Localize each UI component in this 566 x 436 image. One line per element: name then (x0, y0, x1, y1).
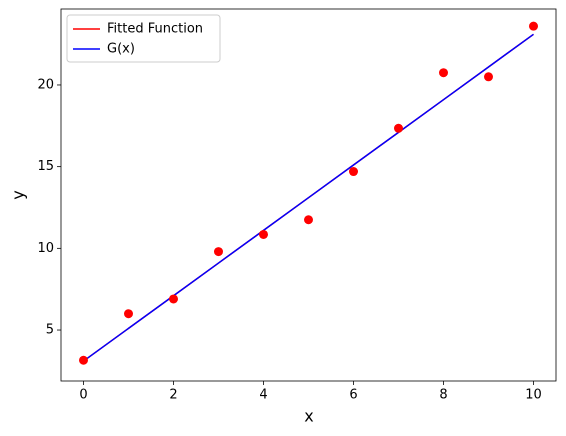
data-point (484, 72, 493, 82)
data-point (79, 355, 88, 365)
x-tick-label: 2 (169, 388, 177, 403)
data-point (439, 68, 448, 78)
data-point (529, 21, 538, 31)
legend-box (66, 14, 221, 63)
data-point (259, 229, 268, 239)
x-tick-label: 10 (525, 388, 542, 403)
y-axis-label: y (9, 190, 28, 199)
x-tick-label: 4 (259, 388, 267, 403)
y-tick-label: 10 (37, 241, 54, 256)
data-point (394, 123, 403, 133)
data-point (349, 167, 358, 177)
data-point (124, 309, 133, 319)
y-tick-label: 5 (46, 323, 54, 338)
x-tick-label: 8 (439, 388, 447, 403)
data-point (169, 294, 178, 304)
data-point (214, 247, 223, 257)
x-tick-label: 6 (349, 388, 357, 403)
x-axis-label: x (304, 407, 313, 426)
data-point (304, 215, 313, 225)
x-tick-label: 0 (79, 388, 87, 403)
legend-label: G(x) (107, 42, 135, 57)
legend-label: Fitted Function (107, 22, 203, 37)
y-tick-label: 15 (37, 159, 54, 174)
plot-frame (60, 8, 557, 382)
y-tick-label: 20 (37, 77, 54, 92)
series-line (83, 33, 534, 362)
